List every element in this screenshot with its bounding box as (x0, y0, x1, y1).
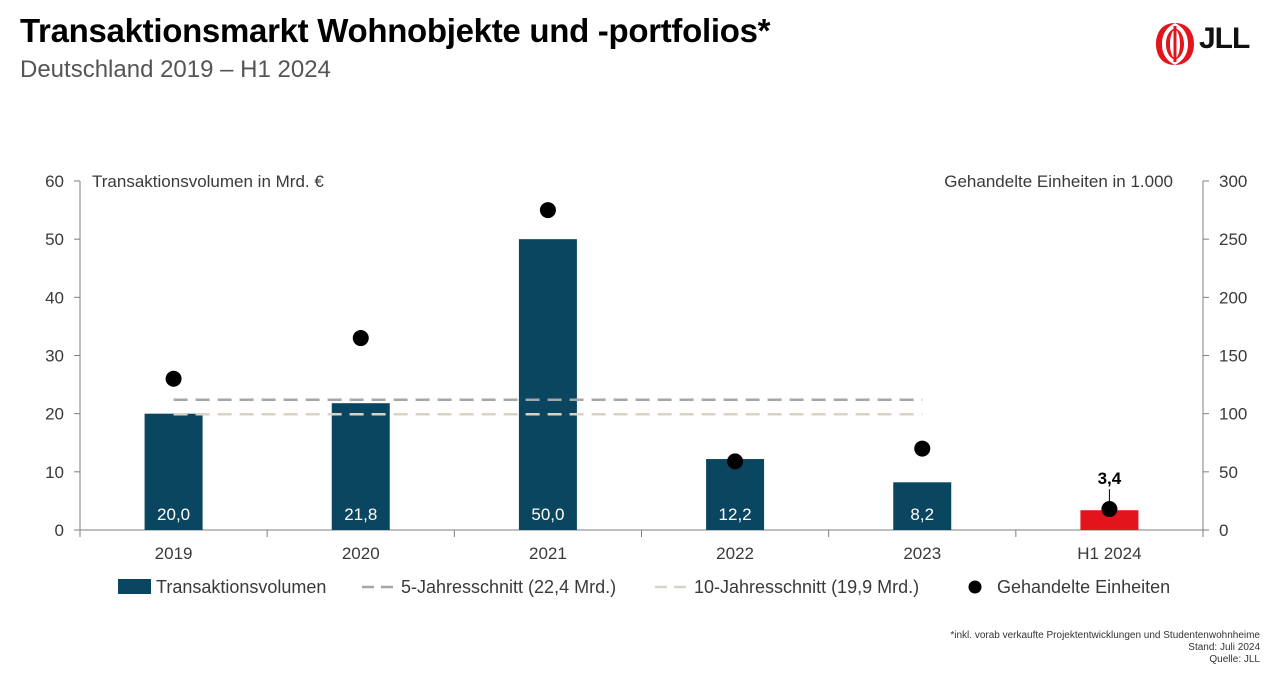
x-tick-label: 2021 (529, 544, 567, 563)
x-tick-label: 2020 (342, 544, 380, 563)
legend-label-avg5: 5-Jahresschnitt (22,4 Mrd.) (401, 577, 616, 597)
bar-value-label: 21,8 (344, 505, 377, 524)
legend-label-volume: Transaktionsvolumen (156, 577, 326, 597)
legend-label-avg10: 10-Jahresschnitt (19,9 Mrd.) (694, 577, 919, 597)
bar (1080, 510, 1139, 530)
bar-value-label: 50,0 (531, 505, 564, 524)
footnote-source: Quelle: JLL (1209, 654, 1260, 665)
footnote-text: *inkl. vorab verkaufte Projektentwicklun… (950, 630, 1260, 641)
units-dot (165, 370, 182, 387)
right-tick-label: 150 (1219, 347, 1247, 366)
units-dot (352, 330, 369, 347)
left-tick-label: 40 (45, 288, 64, 307)
chart-subtitle: Deutschland 2019 – H1 2024 (20, 56, 331, 83)
right-axis-title: Gehandelte Einheiten in 1.000 (944, 172, 1173, 191)
bar (706, 459, 765, 530)
units-dot (914, 440, 931, 457)
legend-swatch-volume (118, 579, 151, 594)
chart-title: Transaktionsmarkt Wohnobjekte und -portf… (20, 12, 771, 49)
units-dot (539, 202, 556, 219)
bar (331, 403, 390, 530)
bar (144, 413, 203, 530)
units-dot (727, 453, 744, 470)
logo-text: JLL (1199, 22, 1250, 55)
legend-label-units: Gehandelte Einheiten (997, 577, 1170, 597)
footnotes: *inkl. vorab verkaufte Projektentwicklun… (950, 630, 1260, 666)
bar-value-label: 12,2 (719, 505, 752, 524)
left-axis-title: Transaktionsvolumen in Mrd. € (92, 172, 324, 191)
chart-axes: 0 10 20 30 40 50 60 0 50 100 150 200 250 300 2019 2020 2… (45, 172, 1247, 563)
left-tick-label: 10 (45, 463, 64, 482)
x-tick-label: 2023 (903, 544, 941, 563)
legend-swatch-units (968, 580, 982, 594)
legend: Transaktionsvolumen 5-Jahresschnitt (22,4… (118, 577, 1170, 597)
units-dots (165, 202, 1118, 518)
bars (144, 239, 1139, 530)
bar-value-label: 20,0 (157, 505, 190, 524)
right-tick-label: 300 (1219, 172, 1247, 191)
bar-value-label: 3,4 (1098, 469, 1122, 488)
right-tick-label: 100 (1219, 405, 1247, 424)
footnote-date: Stand: Juli 2024 (1188, 642, 1260, 653)
left-tick-label: 60 (45, 172, 64, 191)
left-tick-label: 50 (45, 230, 64, 249)
bar (518, 239, 577, 530)
x-tick-label: H1 2024 (1077, 544, 1141, 563)
bar-value-label: 8,2 (910, 505, 934, 524)
labels: 20,0 21,8 50,0 12,2 8,2 3,4 (157, 469, 1122, 524)
right-tick-label: 200 (1219, 288, 1247, 307)
right-tick-label: 50 (1219, 463, 1238, 482)
combo-chart: 0 10 20 30 40 50 60 0 50 100 150 200 250 300 2019 2020 2… (45, 172, 1247, 597)
bar (893, 482, 952, 530)
left-tick-label: 30 (45, 347, 64, 366)
x-tick-label: 2022 (716, 544, 754, 563)
right-tick-label: 250 (1219, 230, 1247, 249)
right-tick-label: 0 (1219, 521, 1228, 540)
left-tick-label: 20 (45, 405, 64, 424)
average-lines (173, 398, 923, 416)
units-dot (1101, 501, 1118, 518)
left-tick-label: 0 (55, 521, 64, 540)
x-tick-label: 2019 (155, 544, 193, 563)
jll-logo-icon (1156, 23, 1194, 65)
